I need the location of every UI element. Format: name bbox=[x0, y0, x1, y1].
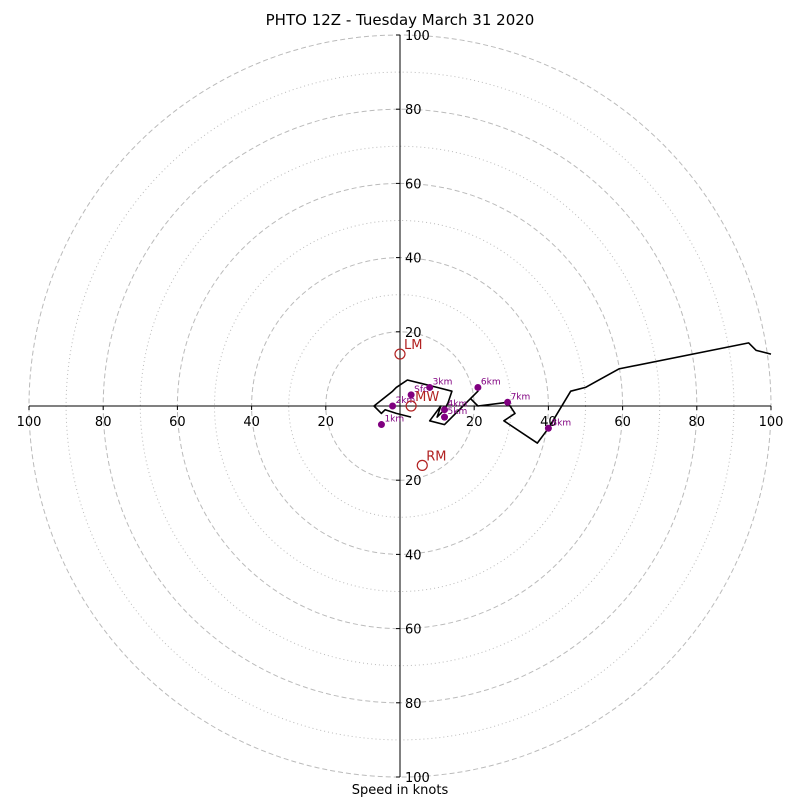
x-axis-label: Speed in knots bbox=[351, 783, 449, 798]
point-3km bbox=[426, 383, 434, 391]
tick-label-left: 80 bbox=[95, 415, 112, 430]
label-mw: MW bbox=[415, 390, 439, 405]
label-5km: 5km bbox=[448, 407, 468, 417]
wind-trace bbox=[373, 342, 772, 444]
marker-rm bbox=[416, 459, 428, 471]
tick-label-up: 80 bbox=[405, 103, 422, 118]
label-6km: 6km bbox=[481, 377, 501, 387]
label-2km: 2km bbox=[396, 396, 416, 406]
tick-label-up: 40 bbox=[405, 252, 422, 267]
point-5km bbox=[441, 413, 449, 421]
label-1km: 1km bbox=[384, 415, 404, 425]
tick-label-down: 100 bbox=[405, 771, 430, 786]
tick-label-left: 60 bbox=[169, 415, 186, 430]
point-1km bbox=[377, 421, 385, 429]
tick-label-down: 60 bbox=[405, 623, 422, 638]
chart-title: PHTO 12Z - Tuesday March 31 2020 bbox=[265, 11, 535, 29]
label-3km: 3km bbox=[433, 377, 453, 387]
point-7km bbox=[504, 398, 512, 406]
tick-label-down: 20 bbox=[405, 474, 422, 489]
point-6km bbox=[474, 383, 482, 391]
label-lm: LM bbox=[404, 338, 422, 353]
marker-lm bbox=[394, 348, 406, 360]
tick-label-right: 60 bbox=[614, 415, 631, 430]
label-rm: RM bbox=[426, 449, 446, 464]
tick-label-down: 40 bbox=[405, 548, 422, 563]
tick-label-up: 100 bbox=[405, 29, 430, 44]
point-4km bbox=[441, 406, 449, 414]
tick-label-right: 80 bbox=[689, 415, 706, 430]
label-8km: 8km bbox=[551, 418, 571, 428]
point-2km bbox=[389, 402, 397, 410]
marker-mw bbox=[405, 400, 417, 412]
tick-label-left: 20 bbox=[318, 415, 335, 430]
axes bbox=[29, 35, 771, 777]
tick-label-down: 80 bbox=[405, 697, 422, 712]
tick-label-right: 20 bbox=[466, 415, 483, 430]
tick-label-right: 40 bbox=[540, 415, 557, 430]
tick-label-up: 60 bbox=[405, 177, 422, 192]
tick-label-right: 100 bbox=[759, 415, 784, 430]
tick-label-left: 100 bbox=[17, 415, 42, 430]
label-sfc: Sfc bbox=[414, 385, 428, 395]
hodograph-trace bbox=[373, 342, 772, 444]
label-4km: 4km bbox=[448, 400, 468, 410]
label-7km: 7km bbox=[511, 392, 531, 402]
point-sfc bbox=[407, 391, 415, 399]
tick-labels: 100 80 60 40 20 20 40 60 80 100 20 40 60 80 100 20 40 60 8… bbox=[17, 29, 784, 786]
storm-motions: LM MW RM bbox=[394, 338, 447, 471]
tick-label-left: 40 bbox=[243, 415, 260, 430]
point-8km bbox=[544, 424, 552, 432]
tick-label-up: 20 bbox=[405, 326, 422, 341]
